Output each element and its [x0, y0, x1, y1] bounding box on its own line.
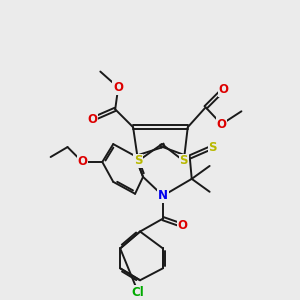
Text: S: S — [134, 154, 142, 167]
Text: Cl: Cl — [132, 286, 145, 299]
Text: O: O — [217, 118, 226, 131]
Text: N: N — [158, 189, 168, 202]
Text: S: S — [179, 154, 188, 167]
Text: O: O — [218, 83, 229, 96]
Text: O: O — [178, 219, 188, 232]
Text: S: S — [208, 141, 217, 154]
Text: O: O — [77, 155, 87, 169]
Text: O: O — [87, 113, 98, 126]
Text: O: O — [113, 81, 123, 94]
